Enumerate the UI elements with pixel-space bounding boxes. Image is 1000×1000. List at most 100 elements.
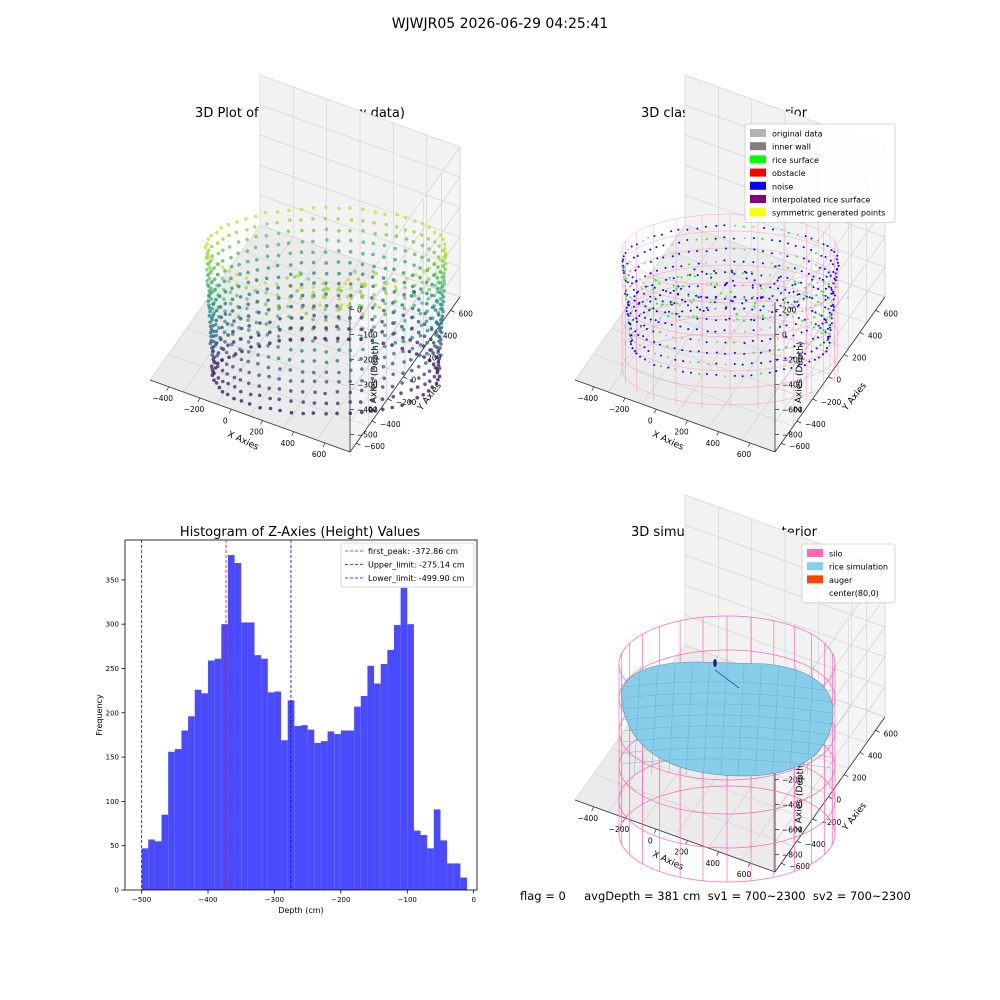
- data-point: [222, 297, 226, 301]
- data-point: [715, 319, 717, 322]
- data-point: [622, 269, 625, 272]
- data-point: [346, 337, 351, 342]
- data-point: [223, 301, 228, 306]
- data-point: [768, 310, 770, 313]
- data-point: [751, 284, 754, 287]
- data-point: [440, 317, 444, 321]
- data-point: [383, 266, 388, 271]
- data-point: [660, 233, 663, 236]
- data-point: [289, 389, 293, 393]
- data-point: [207, 294, 211, 299]
- data-point: [435, 345, 439, 350]
- data-point: [674, 368, 677, 371]
- data-point: [335, 304, 339, 308]
- data-point: [403, 319, 407, 323]
- data-point: [360, 293, 365, 298]
- data-point: [761, 314, 764, 317]
- data-point: [413, 219, 417, 223]
- surface-mesh: [755, 665, 762, 775]
- data-point: [301, 303, 305, 308]
- data-point: [425, 268, 430, 273]
- data-point: [415, 395, 420, 400]
- data-point: [266, 266, 271, 270]
- data-point: [427, 287, 432, 292]
- data-point: [288, 263, 293, 267]
- histogram-bar: [201, 693, 209, 890]
- data-point: [401, 271, 406, 275]
- y-tick: [796, 420, 802, 424]
- histogram-bar: [393, 625, 401, 890]
- data-point: [676, 276, 679, 278]
- surface-mesh: [807, 665, 814, 775]
- data-point: [395, 212, 400, 217]
- data-point: [744, 330, 746, 333]
- data-point: [239, 337, 243, 341]
- z-tick-label: −400: [782, 381, 803, 390]
- data-point: [828, 324, 831, 326]
- data-point: [268, 406, 273, 411]
- data-point: [220, 276, 224, 281]
- data-point: [400, 403, 404, 408]
- data-point: [791, 284, 794, 287]
- legend-label: obstacle: [772, 169, 806, 178]
- data-point: [220, 325, 224, 330]
- z-tick-label: −600: [782, 406, 803, 415]
- data-point: [777, 287, 779, 290]
- data-point: [835, 258, 838, 261]
- data-point: [800, 331, 803, 334]
- data-point: [276, 285, 281, 290]
- data-point: [408, 399, 413, 404]
- data-point: [238, 316, 243, 321]
- data-point: [246, 328, 251, 332]
- data-point: [209, 339, 214, 343]
- data-point: [339, 303, 344, 308]
- data-point: [796, 305, 799, 308]
- data-point: [380, 319, 384, 324]
- data-point: [391, 278, 396, 282]
- y-axis-label: Frequency: [95, 694, 104, 736]
- data-point: [834, 294, 836, 297]
- data-point: [237, 262, 241, 267]
- data-point: [750, 318, 753, 321]
- data-point: [668, 310, 671, 313]
- data-point: [436, 348, 441, 353]
- y-tick: [387, 398, 392, 402]
- silo-wire: [621, 213, 839, 287]
- data-point: [797, 365, 800, 367]
- data-point: [403, 285, 407, 290]
- data-point: [426, 277, 431, 281]
- data-point: [249, 335, 253, 340]
- data-point: [212, 266, 216, 270]
- data-point: [276, 325, 281, 329]
- x-tick-label: −400: [198, 896, 217, 904]
- data-point: [324, 205, 328, 210]
- data-point: [311, 411, 316, 415]
- data-point: [672, 277, 675, 280]
- data-point: [288, 338, 293, 342]
- data-point: [349, 368, 353, 373]
- data-point: [427, 358, 432, 363]
- data-point: [779, 275, 782, 278]
- data-point: [264, 291, 268, 295]
- data-point: [622, 255, 625, 258]
- data-point: [654, 352, 657, 355]
- silo-wire: [621, 281, 839, 355]
- data-point: [669, 292, 672, 294]
- data-point: [661, 300, 664, 303]
- data-point: [823, 318, 826, 321]
- data-point: [713, 301, 716, 304]
- data-point: [304, 311, 309, 316]
- data-point: [654, 298, 657, 300]
- y-tick: [875, 729, 880, 733]
- data-point: [824, 306, 827, 309]
- data-point: [834, 279, 837, 282]
- data-point: [752, 295, 755, 298]
- data-point: [205, 267, 209, 272]
- data-point: [696, 306, 699, 309]
- histogram-bar: [301, 725, 308, 890]
- data-point: [775, 310, 778, 313]
- data-point: [370, 317, 375, 322]
- data-point: [639, 355, 642, 358]
- data-point: [772, 228, 775, 231]
- y-tick-label: 0: [411, 376, 416, 385]
